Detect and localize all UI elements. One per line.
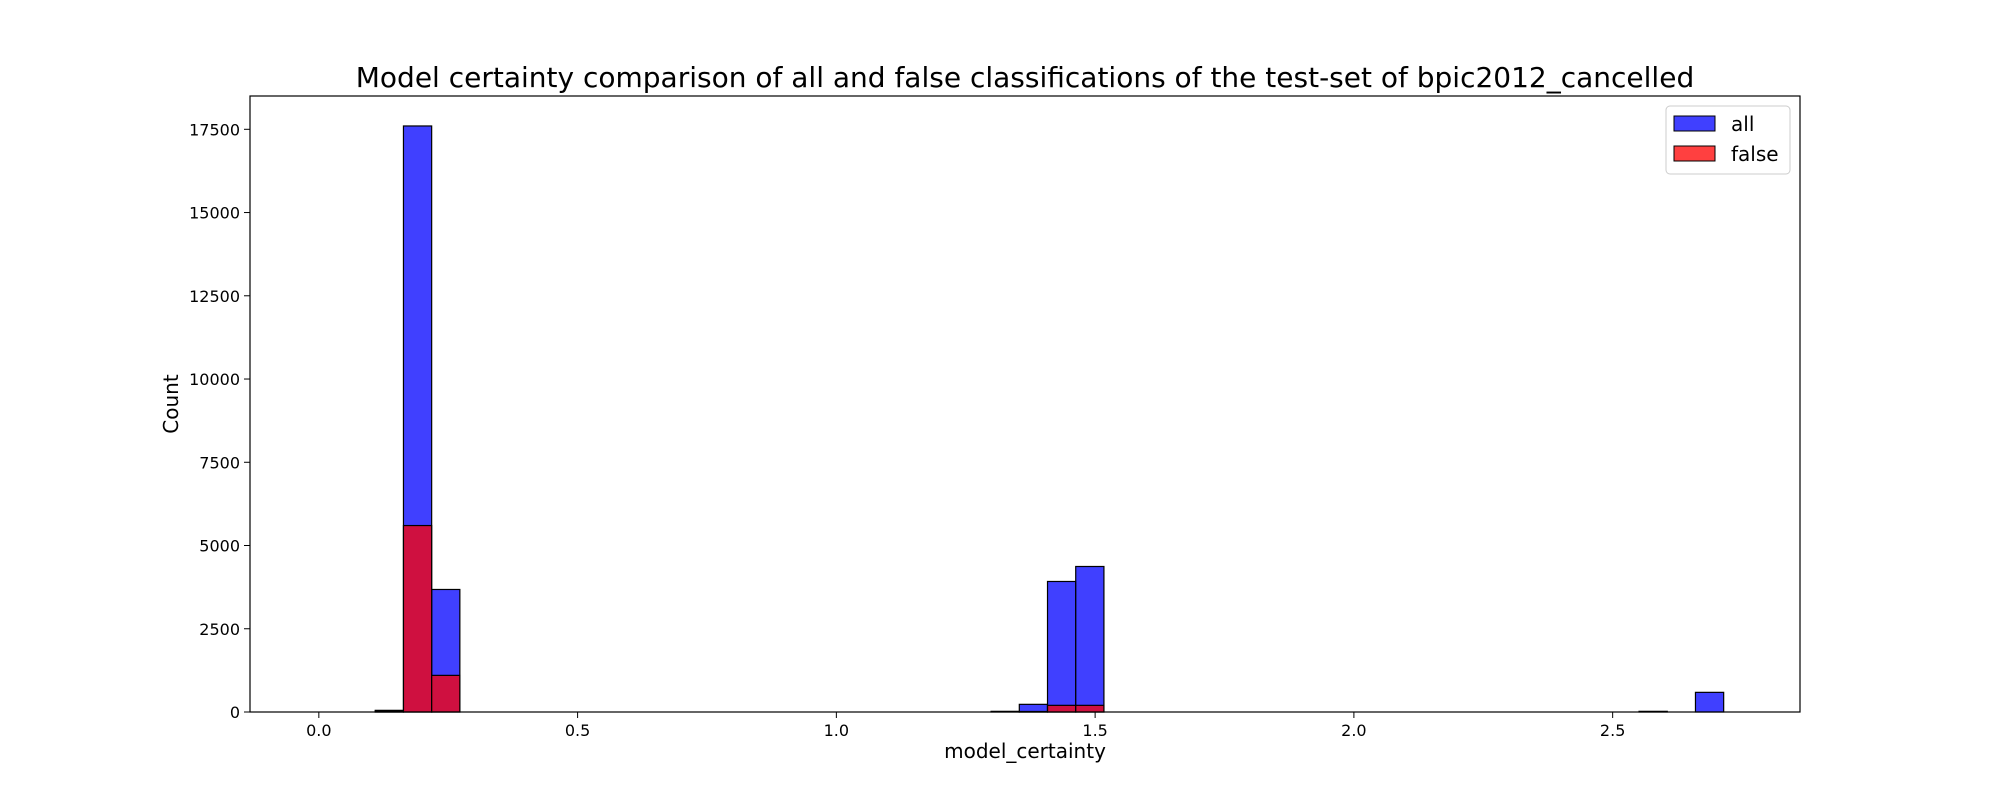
chart-title: Model certainty comparison of all and fa… xyxy=(356,61,1694,94)
bar-all-5 xyxy=(1046,580,1077,713)
x-tick-label: 0.5 xyxy=(565,721,590,740)
x-tick-label: 1.0 xyxy=(824,721,849,740)
x-tick-label: 2.5 xyxy=(1600,721,1625,740)
legend-swatch-all xyxy=(1673,115,1716,132)
bar-all-6 xyxy=(1075,565,1105,713)
y-tick-label: 7500 xyxy=(199,453,240,472)
x-tick-label: 2.0 xyxy=(1341,721,1366,740)
x-axis-ticks: 0.0 0.5 1.0 1.5 2.0 2.5 xyxy=(306,712,1625,740)
x-tick-label: 0.0 xyxy=(306,721,331,740)
bar-all-4 xyxy=(1018,703,1049,713)
legend-label-false: false xyxy=(1731,142,1779,166)
series-false-bars xyxy=(374,524,1105,713)
y-tick-label: 10000 xyxy=(189,370,240,389)
y-tick-label: 0 xyxy=(230,703,240,722)
y-tick-label: 5000 xyxy=(199,537,240,556)
x-axis-label: model_certainty xyxy=(944,739,1106,763)
y-tick-label: 15000 xyxy=(189,204,240,223)
bar-false-1 xyxy=(402,524,433,713)
bar-false-4 xyxy=(1046,704,1077,713)
legend-swatch-false xyxy=(1673,145,1716,162)
series-all-bars xyxy=(374,125,1725,713)
y-tick-label: 12500 xyxy=(189,287,240,306)
legend: all false xyxy=(1665,105,1791,175)
legend-label-all: all xyxy=(1731,112,1754,136)
x-tick-label: 1.5 xyxy=(1082,721,1107,740)
y-axis-ticks: 0 2500 5000 7500 10000 12500 15000 17500 xyxy=(189,120,250,722)
bar-all-8 xyxy=(1694,691,1725,713)
y-tick-label: 2500 xyxy=(199,620,240,639)
y-axis-label: Count xyxy=(159,374,183,434)
bar-false-5 xyxy=(1075,704,1105,713)
bar-false-2 xyxy=(431,674,461,713)
plot-frame xyxy=(249,95,1801,713)
y-tick-label: 17500 xyxy=(189,120,240,139)
